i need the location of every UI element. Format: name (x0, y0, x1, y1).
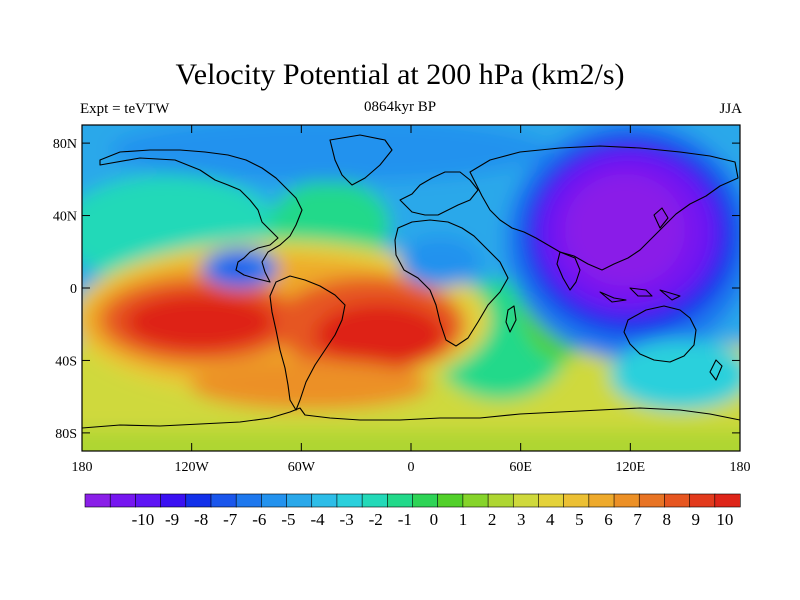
colorbar-swatch (210, 493, 237, 508)
x-tick-label: 60E (509, 460, 532, 475)
colorbar-label: 0 (430, 510, 439, 529)
colorbar-swatch (487, 493, 514, 508)
colorbar-label: -8 (194, 510, 208, 529)
colorbar-swatch (84, 493, 111, 508)
season-label: JJA (719, 101, 742, 117)
colorbar-label: -5 (281, 510, 295, 529)
colorbar: -10 -9 -8 -7 -6 -5 -4 -3 -2 -1 0 1 2 3 4 5 6 7 8 9 10 (84, 493, 741, 529)
colorbar-swatch (689, 493, 716, 508)
y-tick-label: 0 (70, 282, 77, 297)
colorbar-label: 2 (488, 510, 497, 529)
y-axis: 80N 40N 0 40S 80S (53, 137, 740, 442)
colorbar-label: -1 (398, 510, 412, 529)
colorbar-swatch (109, 493, 136, 508)
colorbar-swatch (135, 493, 162, 508)
colorbar-swatch (387, 493, 414, 508)
colorbar-swatch (311, 493, 338, 508)
coastlines (82, 134, 740, 429)
colorbar-label: 3 (517, 510, 526, 529)
colorbar-swatch (185, 493, 212, 508)
x-tick-label: 180 (730, 460, 751, 475)
x-tick-label: 120E (616, 460, 646, 475)
colorbar-swatch (664, 493, 691, 508)
colorbar-swatch (261, 493, 288, 508)
colorbar-label: -2 (369, 510, 383, 529)
colorbar-swatch (412, 493, 439, 508)
x-tick-label: 180 (72, 460, 93, 475)
velocity-potential-field (82, 125, 740, 451)
colorbar-swatch (588, 493, 615, 508)
colorbar-label: 7 (633, 510, 642, 529)
experiment-label: Expt = teVTW (80, 101, 170, 117)
colorbar-label: -6 (252, 510, 266, 529)
colorbar-swatch (638, 493, 666, 508)
colorbar-swatch (462, 493, 489, 508)
colorbar-swatch (512, 493, 540, 508)
y-tick-label: 80S (55, 427, 77, 442)
colorbar-swatch (613, 493, 640, 508)
colorbar-label: -10 (132, 510, 155, 529)
colorbar-label: -3 (340, 510, 354, 529)
colorbar-swatch (538, 493, 565, 508)
colorbar-swatch (714, 493, 741, 508)
colorbar-label: 8 (662, 510, 671, 529)
y-tick-label: 80N (53, 137, 77, 152)
colorbar-swatch (160, 493, 187, 508)
colorbar-swatch (437, 493, 464, 508)
colorbar-swatch (235, 493, 262, 508)
x-tick-label: 60W (288, 460, 316, 475)
colorbar-label: -7 (223, 510, 238, 529)
colorbar-label: -4 (310, 510, 325, 529)
y-tick-label: 40N (53, 210, 77, 225)
x-tick-label: 0 (408, 460, 415, 475)
colorbar-swatch (361, 493, 388, 508)
colorbar-label: 5 (575, 510, 584, 529)
colorbar-swatch (336, 493, 363, 508)
y-tick-label: 40S (55, 354, 77, 369)
x-axis: 180 120W 60W 0 60E 120E 180 (72, 125, 751, 475)
colorbar-label: -9 (165, 510, 179, 529)
colorbar-swatch (563, 493, 590, 508)
colorbar-label: 9 (692, 510, 701, 529)
colorbar-label: 10 (716, 510, 733, 529)
colorbar-label: 6 (604, 510, 613, 529)
chart-title: Velocity Potential at 200 hPa (km2/s) (175, 58, 625, 91)
colorbar-label: 1 (459, 510, 468, 529)
colorbar-swatch (286, 493, 313, 508)
colorbar-label: 4 (546, 510, 555, 529)
time-label: 0864kyr BP (363, 99, 437, 115)
x-tick-label: 120W (175, 460, 210, 475)
